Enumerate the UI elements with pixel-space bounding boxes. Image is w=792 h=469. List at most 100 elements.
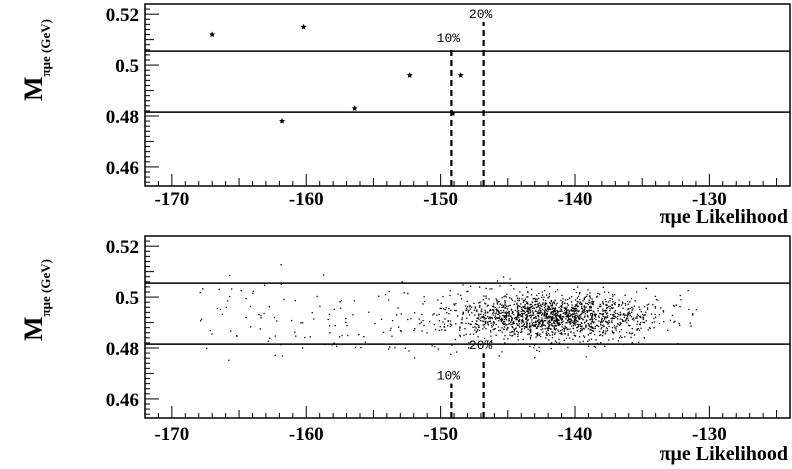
data-point [606,313,608,315]
data-point [339,336,341,338]
data-point [587,289,589,291]
data-point [604,332,607,334]
data-point [469,308,471,310]
data-point [489,320,492,322]
data-point [658,322,661,325]
data-point [589,329,591,331]
data-point [584,321,586,323]
data-point [447,320,449,323]
data-point [457,315,459,317]
data-point [545,304,547,306]
data-point [653,321,655,323]
data-point [487,321,489,323]
data-point [450,309,452,311]
data-point [647,308,649,311]
data-point [531,310,534,312]
data-point [494,313,496,315]
x-tick-label: -160 [289,189,324,210]
data-point [209,329,212,332]
data-point [459,329,461,331]
data-point [473,302,475,304]
data-point [589,325,591,328]
data-point [570,331,572,333]
data-point [571,301,573,303]
data-point [629,325,631,327]
data-point [490,340,493,342]
data-point [501,319,503,321]
data-point [570,318,572,320]
data-point [579,292,581,294]
data-point [529,309,532,312]
data-point [522,321,524,323]
data-point [561,306,563,308]
data-point [524,306,526,308]
data-point [281,355,284,357]
data-point [507,315,509,317]
data-point [608,325,610,328]
data-point [612,307,614,309]
data-point [533,321,535,324]
data-point [339,307,342,309]
data-point [440,307,442,309]
data-point [503,318,505,321]
data-point [496,310,498,312]
data-point [468,314,471,316]
data-point [467,306,469,308]
data-point [617,322,619,325]
data-point [507,308,509,310]
data-point [688,308,690,311]
data-point [594,316,597,318]
data-point [521,331,523,333]
data-point [541,291,543,293]
data-point [469,333,471,335]
data-point [435,328,437,331]
data-point [552,308,554,310]
data-point [479,304,481,307]
data-point [636,315,638,318]
data-point [528,325,531,328]
data-point [531,323,534,325]
data-point [643,337,645,339]
data-point [554,320,556,322]
data-point [558,322,560,324]
data-point [646,307,649,309]
data-point [678,322,680,325]
data-point [494,307,496,309]
data-point [572,313,574,315]
data-point [501,320,503,322]
data-point [566,309,568,311]
data-point [510,321,512,323]
data-point [499,318,502,320]
data-point [429,320,431,323]
data-point [673,321,675,323]
data-point [589,306,591,308]
data-point [541,303,543,305]
data-point [628,312,630,314]
data-point [489,318,491,320]
data-point [504,317,507,319]
data-point [529,324,531,326]
data-point [502,306,504,308]
data-point [609,297,611,300]
plot-frame [144,235,791,419]
data-point [551,319,554,321]
data-point [623,314,626,316]
data-point-star [279,117,286,124]
data-point [621,318,623,321]
data-point [591,320,593,322]
data-point [591,298,593,300]
data-point [568,297,571,299]
data-point [552,313,554,316]
data-point [603,310,605,312]
data-point [552,312,555,314]
data-point [280,283,282,285]
data-point [638,306,640,308]
data-point [450,353,452,355]
data-point [516,317,518,320]
data-point [571,325,573,327]
data-point [414,312,416,314]
data-point [662,311,665,313]
data-point [560,299,562,302]
data-point [553,328,556,330]
data-point [637,320,639,323]
